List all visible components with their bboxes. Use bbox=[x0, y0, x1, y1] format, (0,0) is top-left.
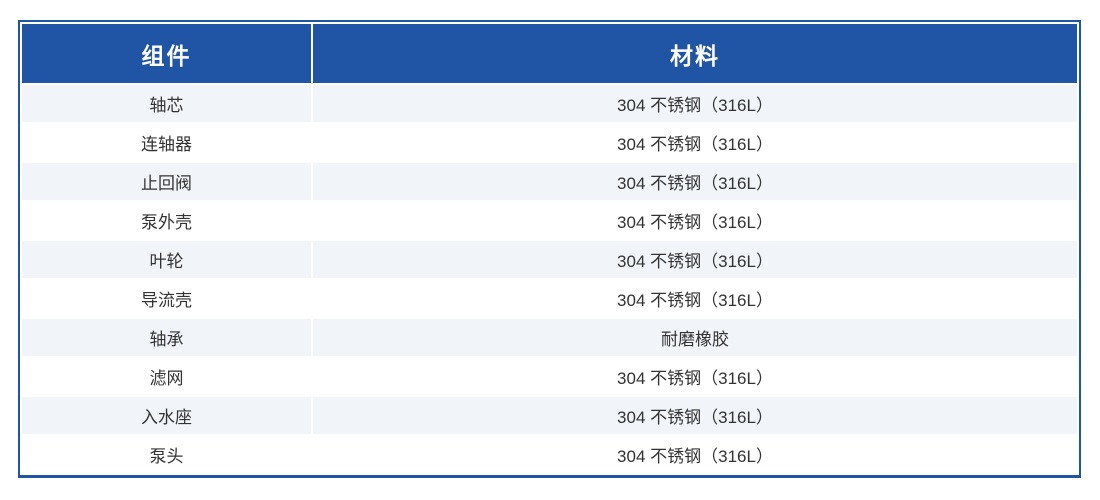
component-cell: 轴芯 bbox=[22, 85, 311, 122]
material-cell: 304 不锈钢（316L） bbox=[313, 163, 1077, 200]
table-body: 轴芯 304 不锈钢（316L） 连轴器 304 不锈钢（316L） 止回阀 3… bbox=[22, 85, 1077, 473]
material-cell: 304 不锈钢（316L） bbox=[313, 85, 1077, 122]
component-cell: 连轴器 bbox=[22, 124, 311, 161]
component-cell: 轴承 bbox=[22, 319, 311, 356]
table-header: 组件 材料 bbox=[22, 24, 1077, 83]
column-header-component: 组件 bbox=[22, 24, 311, 83]
table-row: 止回阀 304 不锈钢（316L） bbox=[22, 163, 1077, 200]
table-row: 泵外壳 304 不锈钢（316L） bbox=[22, 202, 1077, 239]
component-cell: 泵头 bbox=[22, 436, 311, 473]
table-row: 滤网 304 不锈钢（316L） bbox=[22, 358, 1077, 395]
table-row: 轴芯 304 不锈钢（316L） bbox=[22, 85, 1077, 122]
component-cell: 泵外壳 bbox=[22, 202, 311, 239]
table-row: 导流壳 304 不锈钢（316L） bbox=[22, 280, 1077, 317]
table-row: 叶轮 304 不锈钢（316L） bbox=[22, 241, 1077, 278]
material-cell: 304 不锈钢（316L） bbox=[313, 280, 1077, 317]
table-row: 轴承 耐磨橡胶 bbox=[22, 319, 1077, 356]
table-row: 连轴器 304 不锈钢（316L） bbox=[22, 124, 1077, 161]
material-cell: 304 不锈钢（316L） bbox=[313, 124, 1077, 161]
table-row: 泵头 304 不锈钢（316L） bbox=[22, 436, 1077, 473]
material-cell: 304 不锈钢（316L） bbox=[313, 202, 1077, 239]
component-cell: 滤网 bbox=[22, 358, 311, 395]
material-cell: 304 不锈钢（316L） bbox=[313, 358, 1077, 395]
component-cell: 导流壳 bbox=[22, 280, 311, 317]
component-cell: 止回阀 bbox=[22, 163, 311, 200]
materials-spec-table: 组件 材料 轴芯 304 不锈钢（316L） 连轴器 304 不锈钢（316L）… bbox=[18, 20, 1081, 478]
column-header-material: 材料 bbox=[313, 24, 1077, 83]
component-cell: 入水座 bbox=[22, 397, 311, 434]
material-cell: 耐磨橡胶 bbox=[313, 319, 1077, 356]
header-row: 组件 材料 bbox=[22, 24, 1077, 83]
material-cell: 304 不锈钢（316L） bbox=[313, 241, 1077, 278]
component-cell: 叶轮 bbox=[22, 241, 311, 278]
material-cell: 304 不锈钢（316L） bbox=[313, 436, 1077, 473]
material-cell: 304 不锈钢（316L） bbox=[313, 397, 1077, 434]
materials-table-container: 组件 材料 轴芯 304 不锈钢（316L） 连轴器 304 不锈钢（316L）… bbox=[18, 20, 1081, 478]
table-row: 入水座 304 不锈钢（316L） bbox=[22, 397, 1077, 434]
